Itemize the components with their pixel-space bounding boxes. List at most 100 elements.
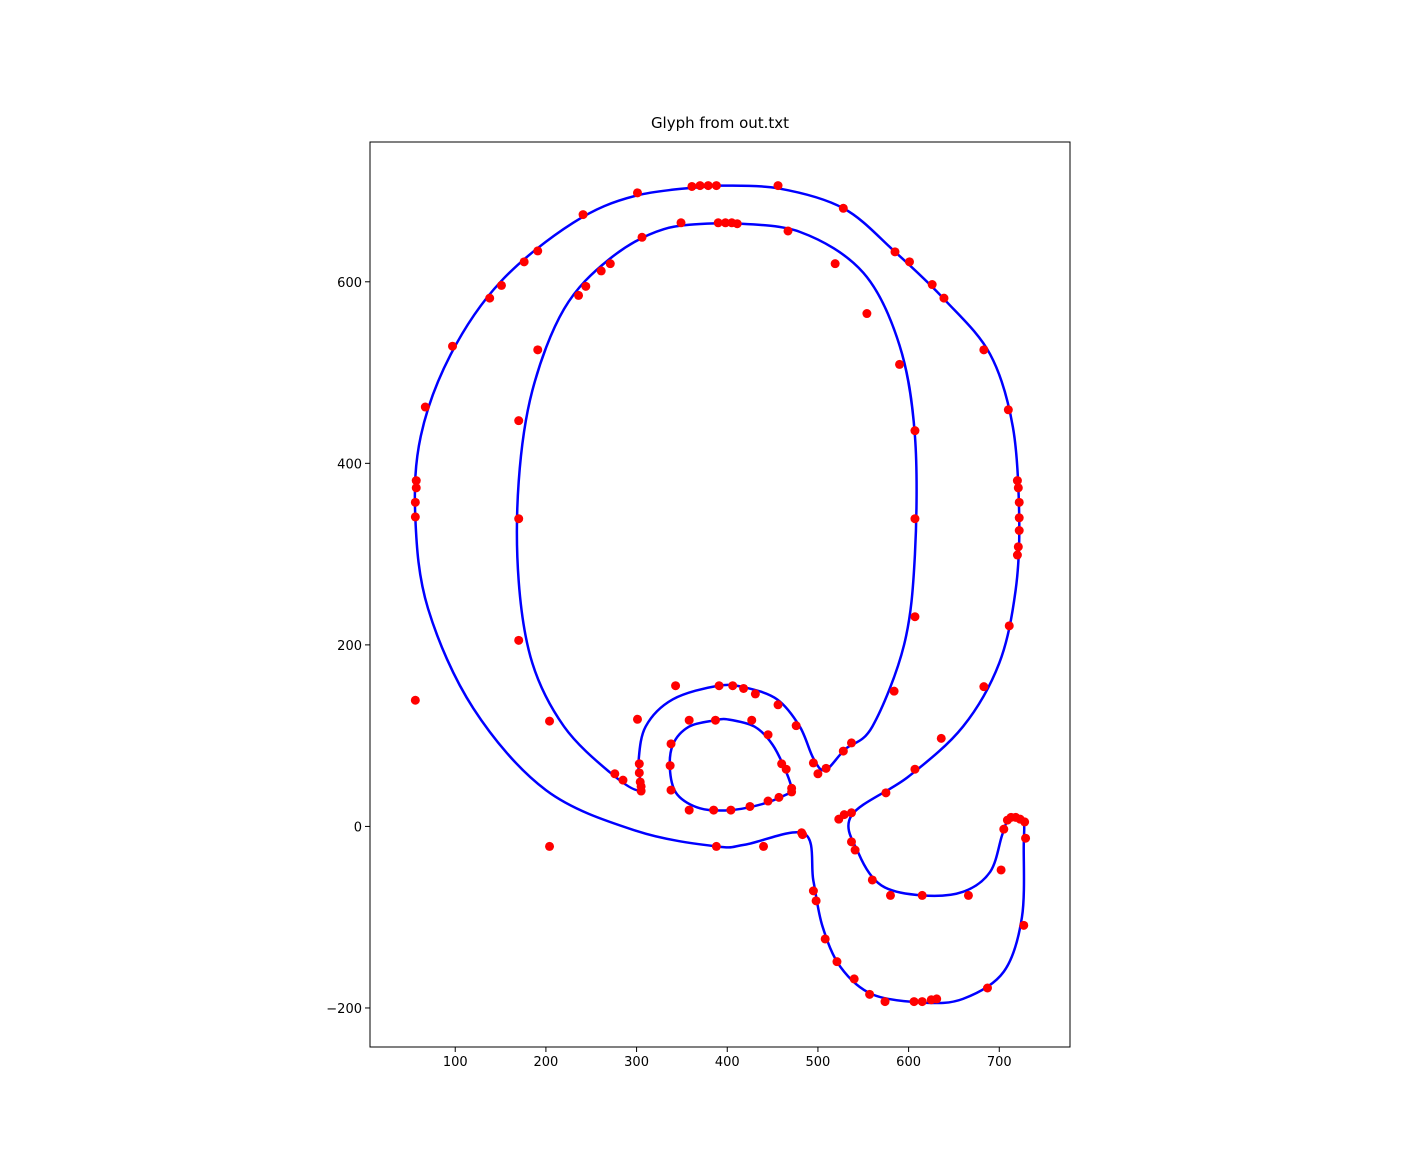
control-point	[1014, 513, 1024, 523]
control-point	[895, 359, 905, 369]
x-tick-label: 100	[443, 1055, 468, 1070]
control-point	[411, 483, 421, 493]
y-tick-label: −200	[326, 1002, 362, 1017]
control-point	[763, 796, 773, 806]
control-point	[634, 768, 644, 778]
control-point	[1021, 833, 1031, 843]
control-point	[687, 181, 697, 191]
control-point	[514, 635, 524, 645]
control-point	[632, 188, 642, 198]
control-point	[720, 218, 730, 228]
y-tick-label: 600	[337, 276, 362, 291]
control-point	[728, 681, 738, 691]
contour-line	[515, 221, 918, 792]
control-point	[519, 257, 529, 267]
chart-title: Glyph from out.txt	[651, 114, 789, 132]
control-point	[820, 934, 830, 944]
control-point	[910, 514, 920, 524]
control-point	[1014, 497, 1024, 507]
control-point	[781, 764, 791, 774]
control-point	[747, 715, 757, 725]
control-point	[763, 730, 773, 740]
control-point	[496, 280, 506, 290]
control-point	[759, 841, 769, 851]
control-point	[637, 232, 647, 242]
control-point	[832, 957, 842, 967]
control-point	[774, 792, 784, 802]
control-point	[939, 293, 949, 303]
control-point	[410, 497, 420, 507]
control-point	[1014, 526, 1024, 536]
control-point	[982, 983, 992, 993]
control-point	[533, 246, 543, 256]
x-tick-label: 700	[987, 1055, 1012, 1070]
control-point	[713, 218, 723, 228]
control-point	[813, 769, 823, 779]
control-point	[732, 219, 742, 229]
control-point	[885, 890, 895, 900]
contour-line	[413, 184, 1026, 1005]
control-point	[1002, 815, 1012, 825]
control-point	[1012, 550, 1022, 560]
control-point	[636, 786, 646, 796]
control-point	[410, 512, 420, 522]
control-point	[578, 210, 588, 220]
control-point	[865, 989, 875, 999]
control-point	[808, 758, 818, 768]
control-point	[846, 808, 856, 818]
control-point	[927, 280, 937, 290]
control-point	[711, 181, 721, 191]
x-tick-label: 200	[533, 1055, 558, 1070]
control-point	[834, 814, 844, 824]
control-point	[533, 345, 543, 355]
control-point	[1013, 542, 1023, 552]
control-point	[880, 997, 890, 1007]
control-point	[838, 203, 848, 213]
control-point	[1013, 483, 1023, 493]
plot-area	[410, 181, 1031, 1007]
y-tick-label: 200	[337, 639, 362, 654]
control-point	[739, 683, 749, 693]
control-point	[726, 805, 736, 815]
control-point	[1019, 920, 1029, 930]
control-point	[846, 837, 856, 847]
control-point	[910, 426, 920, 436]
control-point	[745, 801, 755, 811]
control-point	[514, 514, 524, 524]
control-point	[634, 759, 644, 769]
control-point	[1012, 476, 1022, 486]
control-point	[979, 682, 989, 692]
control-point	[862, 309, 872, 319]
control-point	[666, 785, 676, 795]
control-point	[811, 896, 821, 906]
x-tick-label: 300	[624, 1055, 649, 1070]
control-point	[979, 345, 989, 355]
control-point	[996, 865, 1006, 875]
control-point	[830, 259, 840, 269]
axes-frame	[369, 141, 1071, 1048]
control-point	[411, 476, 421, 486]
x-tick-label: 500	[806, 1055, 831, 1070]
control-point	[1004, 621, 1014, 631]
control-point	[909, 997, 919, 1007]
control-point	[773, 181, 783, 191]
control-point	[890, 247, 900, 257]
control-point	[838, 746, 848, 756]
control-point	[910, 764, 920, 774]
control-point	[932, 994, 942, 1004]
control-point	[574, 290, 584, 300]
control-point	[1003, 405, 1013, 415]
control-point	[821, 763, 831, 773]
y-tick-label: 0	[354, 820, 362, 835]
control-point	[671, 681, 681, 691]
control-point	[448, 341, 458, 351]
control-point	[905, 257, 915, 267]
control-point	[581, 281, 591, 291]
control-point	[787, 787, 797, 797]
control-point	[791, 721, 801, 731]
x-tick-label: 400	[715, 1055, 740, 1070]
control-point	[867, 875, 877, 885]
control-point	[684, 805, 694, 815]
control-point	[849, 974, 859, 984]
